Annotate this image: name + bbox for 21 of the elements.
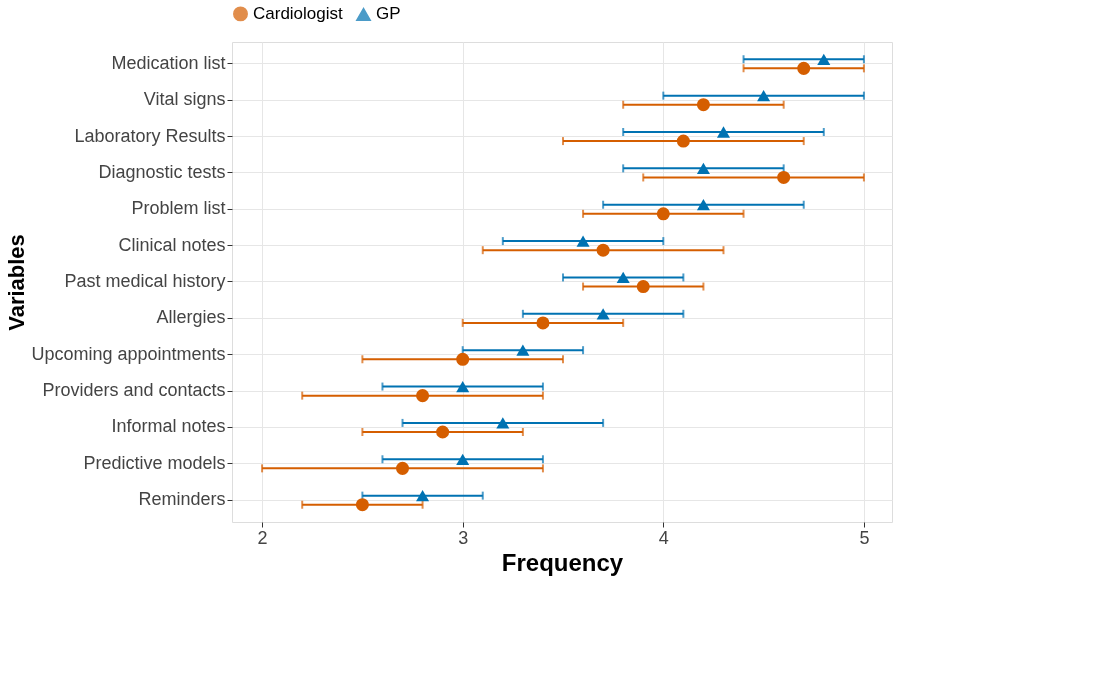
y-tick-label: Past medical history <box>64 271 226 291</box>
y-tick-label: Predictive models <box>83 452 226 473</box>
legend-label: GP <box>376 4 401 24</box>
legend-label: Cardiologist <box>253 3 344 23</box>
y-tick-label: Reminders <box>138 489 226 510</box>
y-tick-label: Providers and contacts <box>42 380 226 401</box>
x-tick-label: 4 <box>658 527 669 548</box>
y-tick-label: Clinical notes <box>118 234 226 255</box>
y-tick-label: Problem list <box>131 198 226 219</box>
y-tick-label: Upcoming appointments <box>31 343 226 364</box>
x-tick-label: 5 <box>859 527 870 548</box>
y-tick-label: Informal notes <box>111 416 226 437</box>
y-axis-title: Variables <box>3 234 29 331</box>
x-tick-label: 3 <box>458 527 469 548</box>
y-tick-label: Diagnostic tests <box>98 161 226 182</box>
y-tick-label: Medication list <box>111 52 226 73</box>
y-tick-label: Vital signs <box>143 89 226 110</box>
x-axis-title: Frequency <box>501 548 624 576</box>
y-tick-label: Laboratory Results <box>74 125 226 146</box>
y-tick-label: Allergies <box>156 307 226 328</box>
x-tick-label: 2 <box>257 527 268 548</box>
